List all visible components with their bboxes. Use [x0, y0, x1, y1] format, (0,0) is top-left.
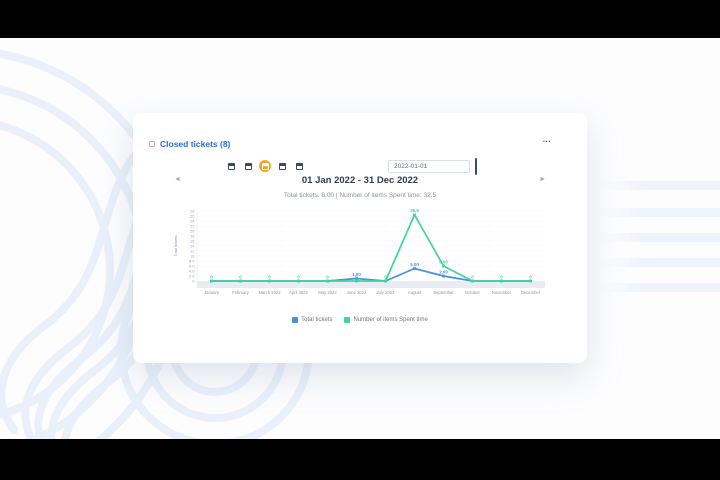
- svg-text:2.0: 2.0: [189, 273, 195, 278]
- svg-text:0: 0: [384, 274, 387, 279]
- svg-text:8.0: 8.0: [189, 258, 195, 263]
- period-calendar-button-4[interactable]: [276, 160, 288, 172]
- period-calendar-button-2[interactable]: [242, 160, 254, 172]
- letterbox-top: [0, 0, 720, 38]
- svg-text:0: 0: [471, 274, 474, 279]
- page-background: Closed tickets (8) ... ◄ 01 Jan 2022 - 3…: [0, 38, 720, 439]
- card-menu-button[interactable]: ...: [542, 135, 551, 144]
- gridlines: [197, 210, 545, 277]
- svg-text:26: 26: [190, 213, 195, 218]
- widget-card: Closed tickets (8) ... ◄ 01 Jan 2022 - 3…: [133, 113, 587, 363]
- letterbox-bottom: [0, 439, 720, 480]
- calendar-icon: [244, 162, 252, 170]
- card-title: Closed tickets (8): [160, 139, 231, 149]
- range-title: 01 Jan 2022 - 31 Dec 2022: [301, 175, 419, 186]
- svg-text:October: October: [465, 290, 481, 295]
- svg-text:1.00: 1.00: [352, 272, 361, 277]
- svg-text:5.00: 5.00: [410, 262, 419, 267]
- svg-text:January: January: [204, 290, 220, 295]
- svg-text:20: 20: [190, 228, 195, 233]
- date-input[interactable]: [388, 160, 470, 173]
- svg-text:24: 24: [190, 218, 195, 223]
- svg-text:0: 0: [210, 274, 213, 279]
- svg-text:14: 14: [190, 243, 195, 248]
- svg-text:2.00: 2.00: [439, 269, 448, 274]
- svg-text:March 2022: March 2022: [258, 290, 281, 295]
- calendar-icon: [475, 158, 477, 175]
- period-calendar-button-1[interactable]: [225, 160, 237, 172]
- svg-text:18: 18: [190, 233, 195, 238]
- calendar-icon: [295, 162, 303, 170]
- svg-text:0: 0: [239, 274, 242, 279]
- totals-summary: Total tickets: 8.00 | Number of items Sp…: [283, 192, 437, 199]
- svg-text:0: 0: [297, 274, 300, 279]
- svg-text:September: September: [433, 290, 454, 295]
- svg-text:February: February: [232, 290, 250, 295]
- card-header: Closed tickets (8): [149, 139, 230, 149]
- svg-text:0: 0: [326, 274, 329, 279]
- svg-text:0: 0: [268, 274, 271, 279]
- svg-text:August: August: [408, 290, 422, 295]
- svg-text:0: 0: [192, 278, 195, 283]
- calendar-icon: [278, 162, 286, 170]
- svg-text:22: 22: [190, 223, 195, 228]
- svg-text:6.0: 6.0: [189, 263, 195, 268]
- legend-item-total-tickets[interactable]: Total tickets: [292, 317, 332, 323]
- svg-text:26.5: 26.5: [410, 208, 419, 213]
- svg-text:May 2022: May 2022: [318, 290, 337, 295]
- calendar-icon: [227, 162, 235, 170]
- svg-text:April 2022: April 2022: [289, 290, 309, 295]
- svg-text:June 2022: June 2022: [347, 290, 367, 295]
- legend-swatch-blue: [292, 317, 299, 323]
- series-total-tickets: 1.00 5.00 2.00: [210, 262, 532, 283]
- svg-text:12: 12: [190, 248, 195, 253]
- series-number-of-items-spent-time: 0 0 0 0 0 0 0 26.5 6.00 0 0 0: [210, 208, 532, 283]
- period-calendar-button-3[interactable]: [259, 160, 271, 172]
- svg-text:28: 28: [190, 208, 195, 213]
- calendar-icon: [261, 162, 269, 170]
- svg-text:10: 10: [190, 253, 195, 258]
- date-picker-group: [388, 158, 477, 175]
- widget-checkbox-icon[interactable]: [149, 141, 155, 147]
- legend-item-spent-time[interactable]: Number of items Spent time: [344, 317, 428, 323]
- x-axis-labels: January February March 2022 April 2022 May 2…: [204, 290, 541, 295]
- svg-text:November: November: [492, 290, 512, 295]
- next-range-button[interactable]: ►: [539, 176, 546, 183]
- date-picker-button[interactable]: [475, 158, 477, 175]
- period-calendar-button-5[interactable]: [293, 160, 305, 172]
- svg-text:16: 16: [190, 238, 195, 243]
- chart-legend: Total tickets Number of items Spent time: [133, 317, 587, 323]
- svg-text:December: December: [521, 290, 541, 295]
- x-axis-band: [197, 281, 545, 288]
- previous-range-button[interactable]: ◄: [174, 176, 181, 183]
- right-stripes: [598, 181, 720, 292]
- svg-text:July 2022: July 2022: [377, 290, 396, 295]
- svg-text:0: 0: [355, 274, 358, 279]
- svg-text:6.00: 6.00: [439, 259, 448, 264]
- y-axis-title: Total tickets: [173, 236, 178, 257]
- svg-text:0: 0: [529, 274, 532, 279]
- range-navigation: ◄ 01 Jan 2022 - 31 Dec 2022 ►: [133, 175, 587, 189]
- legend-swatch-green: [344, 317, 351, 323]
- period-selector-group: [225, 159, 305, 173]
- svg-text:0: 0: [500, 274, 503, 279]
- svg-text:4.0: 4.0: [189, 268, 195, 273]
